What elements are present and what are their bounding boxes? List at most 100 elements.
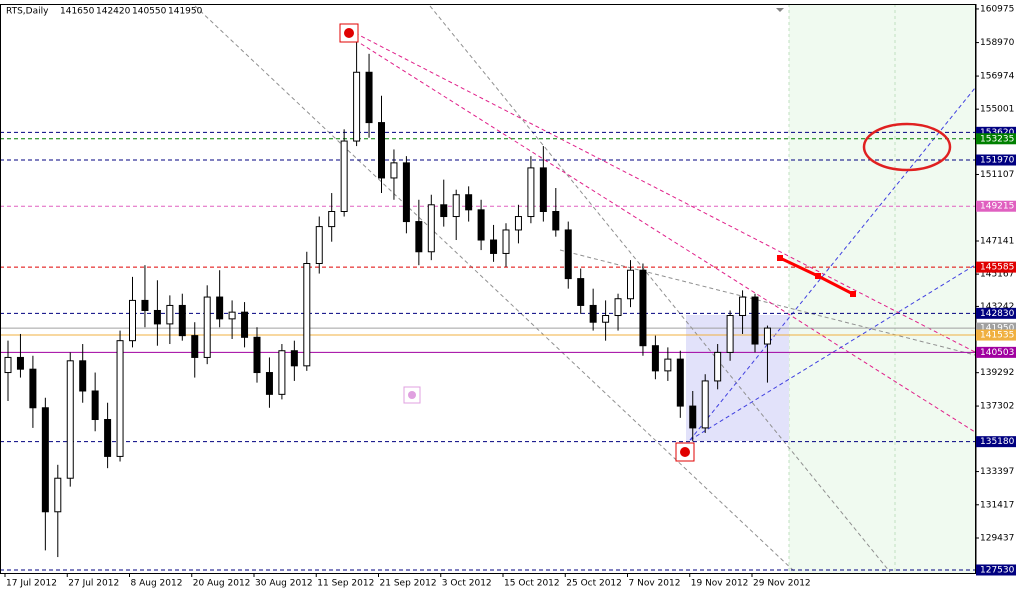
x-tick-label: 25 Oct 2012: [566, 579, 622, 589]
candle-body: [315, 226, 323, 265]
levels: [0, 131, 976, 571]
candle-body: [365, 71, 373, 124]
candle-body: [614, 298, 622, 317]
level-box: [976, 346, 1016, 358]
candle-body: [390, 162, 398, 179]
candle-body: [676, 358, 684, 407]
level-box: [976, 322, 1016, 334]
candle-body: [166, 304, 174, 325]
candle-body: [29, 368, 37, 409]
fractal-marker: [339, 23, 359, 43]
x-tick-label: 19 Nov 2012: [691, 579, 749, 589]
candle-body: [265, 372, 273, 395]
candle-body: [577, 278, 585, 306]
menu-arrow[interactable]: [776, 8, 784, 12]
x-tick-label: 8 Aug 2012: [131, 579, 183, 589]
candle-body: [527, 167, 535, 218]
y-tick-label: 133397: [980, 467, 1014, 477]
candle-body: [452, 194, 460, 218]
level-label: 127530: [980, 565, 1015, 575]
candle-body: [701, 380, 709, 429]
candle-body: [228, 311, 236, 320]
candle-body: [539, 167, 547, 213]
candles: [4, 38, 771, 558]
x-tick-label: 27 Jul 2012: [68, 579, 119, 589]
candle-body: [602, 315, 610, 323]
candle-body: [153, 309, 161, 325]
candle-body: [191, 335, 199, 358]
candle-body: [16, 356, 24, 370]
candle-body: [54, 477, 62, 513]
candle-body: [664, 358, 672, 372]
candle-body: [41, 407, 49, 513]
level-box: [976, 436, 1016, 448]
candle-body: [66, 360, 74, 479]
candle-body: [726, 315, 734, 353]
x-tick-label: 29 Nov 2012: [753, 579, 811, 589]
fractal-marker: [675, 442, 695, 462]
candle-body: [303, 263, 311, 367]
x-tick-label: 11 Sep 2012: [317, 579, 374, 589]
highlight-ellipse: [862, 122, 952, 172]
y-tick-label: 155001: [980, 105, 1014, 115]
candle-body: [241, 311, 249, 338]
level-label: 142830: [980, 309, 1015, 319]
candle-body: [490, 239, 498, 254]
level-label: 145585: [980, 263, 1014, 273]
candle-body: [290, 350, 298, 367]
trendlines: [194, 5, 976, 573]
segment-point: [850, 291, 856, 297]
level-box: [976, 133, 1016, 145]
candle-body: [627, 269, 634, 300]
trendline: [689, 87, 976, 441]
trendline: [194, 5, 796, 573]
candle-body: [216, 296, 224, 320]
candle-body: [253, 336, 261, 374]
segment-point: [815, 273, 821, 279]
y-tick-label: 156974: [980, 72, 1015, 82]
candle-body: [104, 419, 112, 457]
candle-body: [203, 296, 211, 358]
candle-body: [378, 122, 385, 179]
y-tick-label: 143242: [980, 302, 1014, 312]
y-tick-label: 147141: [980, 237, 1014, 247]
level-box: [976, 154, 1016, 166]
candle-body: [328, 211, 336, 228]
candle-body: [129, 299, 136, 342]
quote-close: 141950: [168, 7, 203, 17]
candle-body: [79, 360, 87, 392]
level-label: 135180: [980, 437, 1015, 447]
trendline: [559, 249, 976, 356]
quote-open: 141650: [60, 7, 95, 17]
level-box: [976, 307, 1016, 319]
candle-body: [714, 351, 722, 382]
y-tick-label: 129437: [980, 533, 1014, 543]
candle-body: [564, 229, 572, 280]
candle-body: [427, 204, 435, 253]
y-tick-label: 160975: [980, 4, 1014, 14]
candle-body: [689, 405, 697, 429]
trendline: [354, 32, 976, 353]
level-label: 153235: [980, 134, 1014, 144]
forecast-zone: [789, 4, 975, 573]
candle-body: [751, 296, 759, 345]
level-box: [976, 261, 1016, 273]
candle-body: [178, 304, 186, 337]
x-tick-label: 30 Aug 2012: [255, 579, 313, 589]
candle-body: [639, 269, 647, 347]
candle-body: [141, 299, 149, 311]
candle-body: [477, 209, 485, 241]
candle-body: [502, 229, 510, 254]
candle-body: [116, 340, 124, 457]
level-label: 153620: [980, 128, 1015, 138]
x-tick-label: 3 Oct 2012: [442, 579, 492, 589]
x-tick-label: 7 Nov 2012: [629, 579, 681, 589]
trendline: [354, 39, 976, 433]
candle-body: [440, 204, 448, 218]
level-label: 140503: [980, 348, 1014, 358]
candle-body: [353, 71, 361, 142]
y-tick-label: 139292: [980, 368, 1014, 378]
level-label: 151970: [980, 156, 1015, 166]
